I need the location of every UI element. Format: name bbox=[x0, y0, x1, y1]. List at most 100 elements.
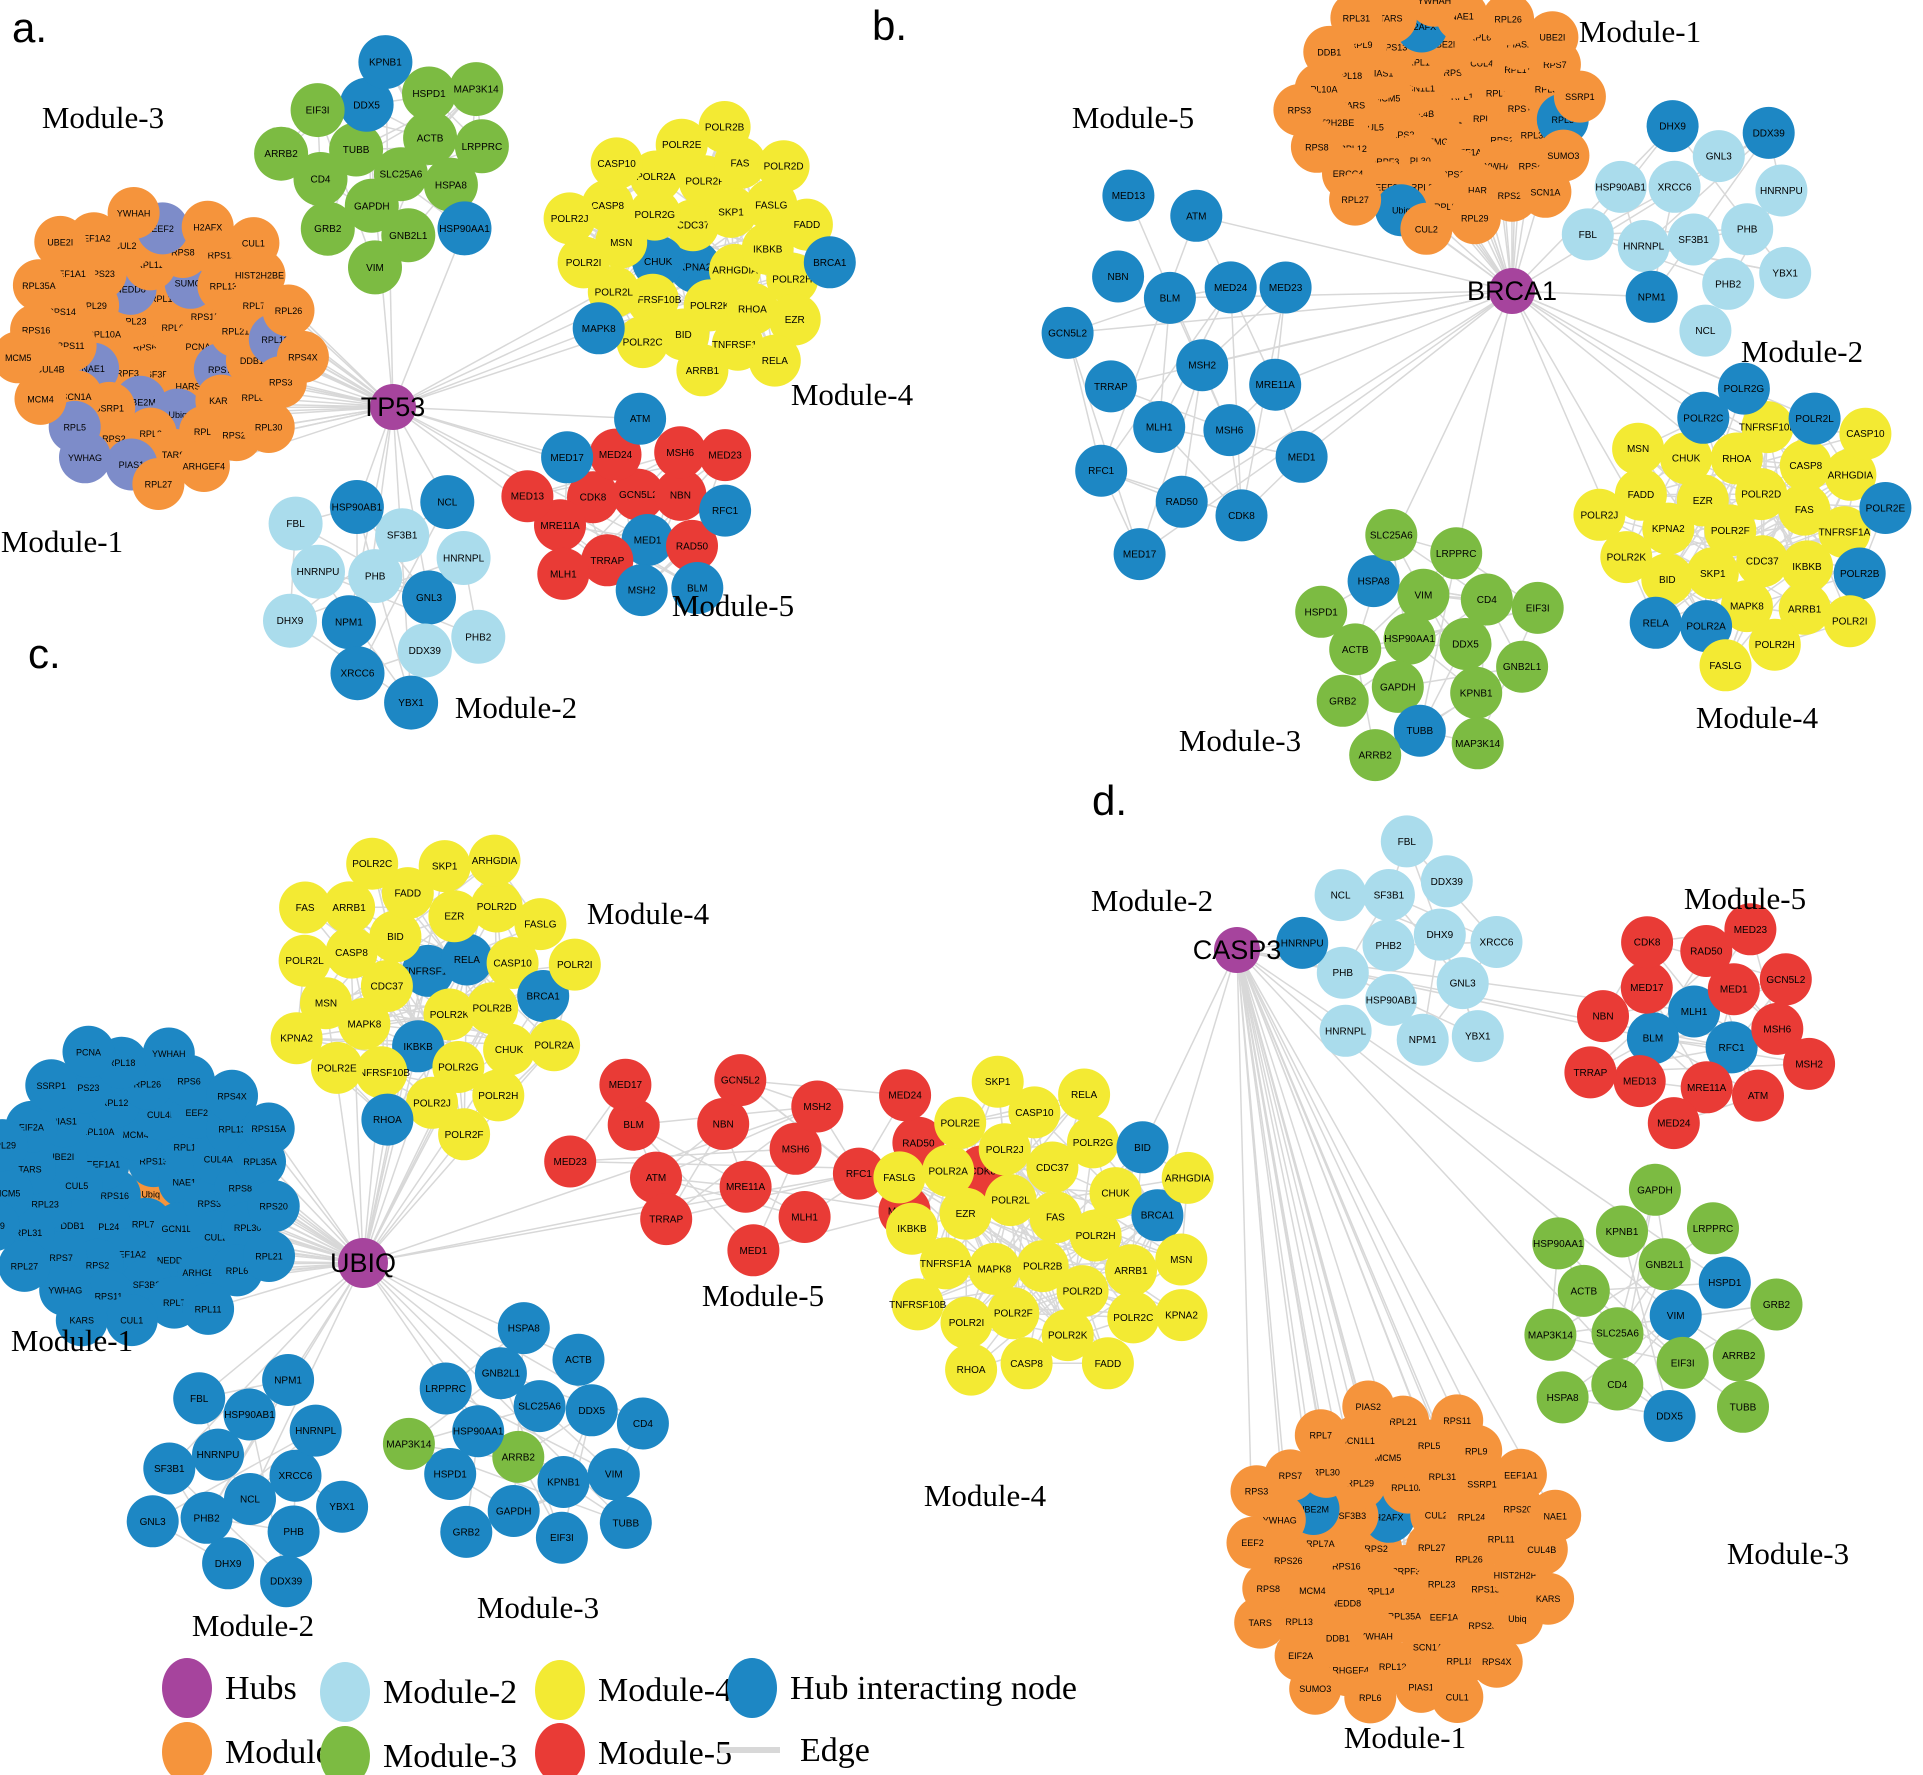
node-CUL1[interactable] bbox=[227, 217, 280, 270]
node-PIAS2[interactable] bbox=[1342, 1380, 1395, 1433]
node-MSH2[interactable] bbox=[791, 1080, 844, 1133]
node-POLR2B[interactable] bbox=[466, 982, 519, 1035]
node-DDX39[interactable] bbox=[1420, 855, 1473, 908]
node-UBE2I[interactable] bbox=[1526, 11, 1579, 64]
node-TARS[interactable] bbox=[1234, 1596, 1287, 1649]
node-ATM[interactable] bbox=[1170, 189, 1223, 242]
node-IKBKB[interactable] bbox=[1781, 540, 1833, 593]
node-POLR2E[interactable] bbox=[934, 1096, 987, 1149]
node-DDX5[interactable] bbox=[565, 1384, 618, 1437]
node-RHOA[interactable] bbox=[945, 1343, 998, 1396]
node-TNFRSF1A[interactable] bbox=[919, 1237, 972, 1290]
node-ACTB[interactable] bbox=[403, 111, 458, 165]
node-RELA[interactable] bbox=[748, 334, 801, 387]
node-SF3B1[interactable] bbox=[143, 1442, 196, 1495]
node-CHUK[interactable] bbox=[483, 1023, 536, 1076]
node-KPNA2[interactable] bbox=[1155, 1289, 1208, 1342]
node-HSPD1[interactable] bbox=[1295, 585, 1348, 638]
node-GRB2[interactable] bbox=[1316, 674, 1369, 727]
node-GCN5L2[interactable] bbox=[612, 468, 665, 521]
node-GNL3[interactable] bbox=[1436, 957, 1489, 1010]
node-MSH2[interactable] bbox=[1176, 339, 1229, 392]
node-RFC1[interactable] bbox=[699, 484, 752, 537]
node-PHB[interactable] bbox=[1721, 203, 1774, 256]
node-PHB[interactable] bbox=[348, 549, 403, 604]
node-POLR2B[interactable] bbox=[1833, 547, 1886, 600]
hub-node-BRCA1[interactable] bbox=[1489, 268, 1535, 314]
node-CDK8[interactable] bbox=[1621, 916, 1674, 969]
node-HSP90AA1[interactable] bbox=[1532, 1217, 1585, 1270]
node-BLM[interactable] bbox=[671, 562, 724, 614]
node-ARHGDIA[interactable] bbox=[468, 834, 521, 887]
node-PHB2[interactable] bbox=[180, 1491, 233, 1544]
node-TUBB[interactable] bbox=[1393, 704, 1446, 757]
node-VIM[interactable] bbox=[1649, 1289, 1702, 1342]
node-YWHAH[interactable] bbox=[1408, 0, 1461, 27]
node-PHB[interactable] bbox=[1316, 946, 1369, 999]
node-DHX9[interactable] bbox=[1646, 100, 1699, 153]
node-IKBKB[interactable] bbox=[392, 1020, 445, 1073]
node-FAS[interactable] bbox=[1778, 483, 1831, 536]
node-MED23[interactable] bbox=[1259, 261, 1312, 314]
node-GRB2[interactable] bbox=[440, 1505, 493, 1558]
node-MAP3K14[interactable] bbox=[1524, 1308, 1577, 1361]
node-CASP8[interactable] bbox=[325, 926, 378, 979]
node-CHUK[interactable] bbox=[1660, 432, 1713, 485]
node-POLR2I[interactable] bbox=[1823, 595, 1876, 648]
node-YBX1[interactable] bbox=[1759, 246, 1812, 299]
node-RPL26[interactable] bbox=[262, 284, 315, 337]
node-MSH6[interactable] bbox=[654, 426, 707, 479]
node-NBN[interactable] bbox=[654, 468, 707, 521]
node-ARRB2[interactable] bbox=[254, 126, 309, 181]
node-MED1[interactable] bbox=[1707, 963, 1760, 1016]
node-TRRAP[interactable] bbox=[581, 534, 634, 587]
node-MSN[interactable] bbox=[1612, 422, 1665, 475]
node-POLR2I[interactable] bbox=[548, 938, 601, 991]
node-HSP90AB1[interactable] bbox=[1365, 973, 1418, 1026]
node-NCL[interactable] bbox=[420, 475, 475, 530]
node-ATM[interactable] bbox=[614, 392, 667, 445]
node-RPL27[interactable] bbox=[0, 1239, 51, 1292]
node-BID[interactable] bbox=[369, 910, 422, 963]
node-RELA[interactable] bbox=[1058, 1068, 1111, 1121]
node-ATM[interactable] bbox=[630, 1151, 682, 1204]
node-POLR2L[interactable] bbox=[984, 1174, 1037, 1227]
node-GNL3[interactable] bbox=[1692, 130, 1745, 183]
node-RPS15A[interactable] bbox=[242, 1102, 295, 1155]
node-MAPK8[interactable] bbox=[572, 302, 625, 355]
node-MED24[interactable] bbox=[1204, 261, 1257, 314]
node-YWHAH[interactable] bbox=[107, 187, 160, 239]
node-GAPDH[interactable] bbox=[344, 178, 399, 233]
node-PCNA[interactable] bbox=[62, 1025, 115, 1078]
node-H2AFX[interactable] bbox=[181, 200, 234, 253]
node-ARRB2[interactable] bbox=[492, 1430, 545, 1483]
node-XRCC6[interactable] bbox=[269, 1449, 322, 1502]
node-CDC37[interactable] bbox=[1736, 535, 1789, 588]
node-HSP90AB1[interactable] bbox=[223, 1388, 276, 1441]
node-KARS[interactable] bbox=[1522, 1572, 1575, 1625]
node-CASP8[interactable] bbox=[1779, 439, 1832, 492]
node-CDC37[interactable] bbox=[360, 960, 413, 1013]
node-FASLG[interactable] bbox=[873, 1151, 926, 1204]
node-BRCA1[interactable] bbox=[803, 236, 856, 289]
node-SLC25A6[interactable] bbox=[1365, 509, 1418, 561]
node-MAP3K14[interactable] bbox=[1451, 717, 1504, 770]
node-GCN5L2[interactable] bbox=[714, 1054, 767, 1107]
node-FBL[interactable] bbox=[173, 1372, 226, 1425]
node-FAS[interactable] bbox=[1029, 1191, 1082, 1244]
node-POLR2C[interactable] bbox=[616, 316, 669, 369]
node-POLR2B[interactable] bbox=[1016, 1240, 1069, 1293]
node-NBN[interactable] bbox=[697, 1098, 750, 1150]
node-TUBB[interactable] bbox=[1717, 1380, 1769, 1433]
node-RPL29[interactable] bbox=[1448, 192, 1501, 245]
node-HNRNPL[interactable] bbox=[436, 531, 491, 585]
node-SCN1A[interactable] bbox=[1519, 165, 1572, 218]
node-MAP3K14[interactable] bbox=[449, 62, 504, 117]
node-CUL1[interactable] bbox=[105, 1294, 158, 1347]
node-EIF3I[interactable] bbox=[1656, 1336, 1709, 1389]
node-SKP1[interactable] bbox=[971, 1055, 1024, 1108]
node-ARRB1[interactable] bbox=[323, 881, 376, 934]
node-TUBB[interactable] bbox=[329, 122, 384, 177]
node-MAPK8[interactable] bbox=[1720, 580, 1773, 633]
node-MED24[interactable] bbox=[1647, 1097, 1700, 1150]
